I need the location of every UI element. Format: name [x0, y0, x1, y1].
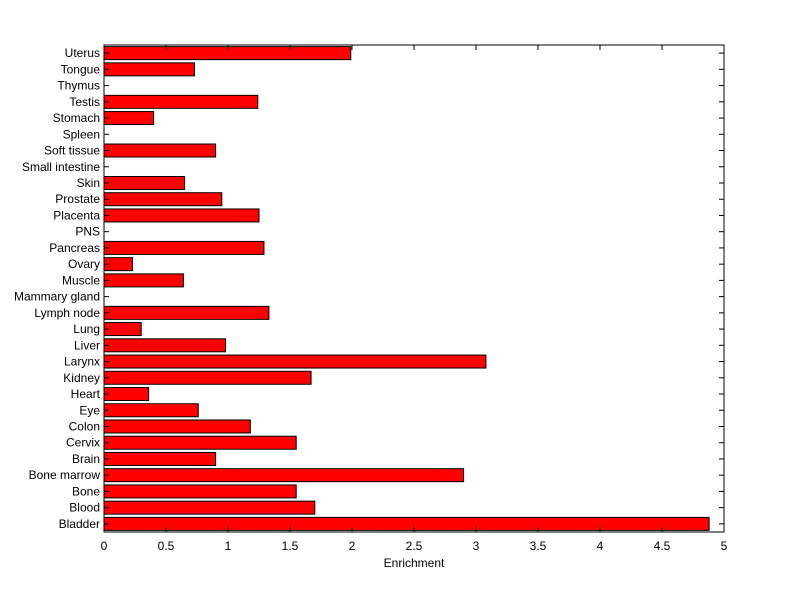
y-tick-label: Placenta	[53, 208, 100, 222]
y-tick-label: Colon	[69, 419, 100, 433]
bar-stomach	[103, 111, 155, 126]
y-tick-label: Pancreas	[49, 241, 100, 255]
x-tick-label: 0	[101, 539, 108, 553]
bar-skin	[103, 175, 186, 190]
bar-bladder	[103, 516, 710, 531]
y-axis-ticks: Bladder Blood Bone Bone marrow Brain Cervix Co…	[14, 46, 724, 531]
y-tick-label: Skin	[77, 176, 100, 190]
plot-frame	[103, 44, 725, 533]
bar-blood	[103, 500, 316, 515]
x-tick-label: 5	[721, 539, 728, 553]
y-tick-label: Kidney	[63, 371, 100, 385]
y-tick-label: PNS	[75, 225, 100, 239]
y-tick-label: Heart	[71, 387, 101, 401]
bar-lymph-node	[103, 305, 270, 320]
bar-bone-marrow	[103, 468, 465, 483]
y-tick-label: Larynx	[64, 355, 100, 369]
x-tick-label: 1	[225, 539, 232, 553]
y-tick-label: Stomach	[53, 111, 100, 125]
x-tick-label: 2	[349, 539, 356, 553]
y-tick-label: Lymph node	[34, 306, 100, 320]
plot-area	[104, 45, 724, 532]
x-tick-label: 2.5	[406, 539, 423, 553]
bar-cervix	[103, 435, 297, 450]
y-tick-label: Liver	[74, 338, 100, 352]
x-tick-label: 1.5	[282, 539, 299, 553]
bar-uterus	[103, 46, 352, 61]
bar-prostate	[103, 192, 223, 207]
y-tick-label: Tongue	[61, 62, 101, 76]
y-tick-label: Thymus	[57, 79, 100, 93]
bar-testis	[103, 94, 259, 109]
x-tick-label: 3.5	[530, 539, 547, 553]
y-tick-label: Cervix	[66, 436, 100, 450]
bar-tongue	[103, 62, 196, 77]
x-axis-ticks: 0 0.5 1 1.5 2 2.5 3 3.5 4 4.5 5	[101, 45, 728, 553]
y-tick-label: Mammary gland	[14, 290, 100, 304]
bar-soft-tissue	[103, 143, 217, 158]
bar-bone	[103, 484, 297, 499]
y-tick-label: Eye	[79, 403, 100, 417]
y-tick-label: Uterus	[65, 46, 100, 60]
y-tick-label: Ovary	[68, 257, 100, 271]
x-tick-label: 4	[597, 539, 604, 553]
bar-heart	[103, 387, 150, 402]
y-tick-label: Spleen	[63, 127, 100, 141]
y-tick-label: Bone marrow	[29, 468, 101, 482]
y-tick-label: Brain	[72, 452, 100, 466]
y-tick-label: Bone	[72, 484, 100, 498]
x-axis-title: Enrichment	[384, 556, 445, 570]
y-tick-label: Muscle	[62, 273, 100, 287]
bar-brain	[103, 451, 217, 466]
y-tick-label: Soft tissue	[44, 144, 100, 158]
bar-larynx	[103, 354, 487, 369]
y-tick-label: Blood	[69, 501, 100, 515]
bar-colon	[103, 419, 251, 434]
x-tick-label: 4.5	[654, 539, 671, 553]
bar-eye	[103, 403, 199, 418]
bar-liver	[103, 338, 227, 353]
y-tick-label: Bladder	[59, 517, 100, 531]
x-tick-label: 3	[473, 539, 480, 553]
bar-placenta	[103, 208, 260, 223]
y-tick-label: Lung	[73, 322, 100, 336]
bar-pancreas	[103, 240, 265, 255]
y-tick-label: Small intestine	[22, 160, 100, 174]
y-tick-label: Prostate	[55, 192, 100, 206]
bar-lung	[103, 322, 142, 337]
y-tick-label: Testis	[69, 95, 100, 109]
bar-muscle	[103, 273, 184, 288]
bar-kidney	[103, 370, 312, 385]
x-tick-label: 0.5	[158, 539, 175, 553]
